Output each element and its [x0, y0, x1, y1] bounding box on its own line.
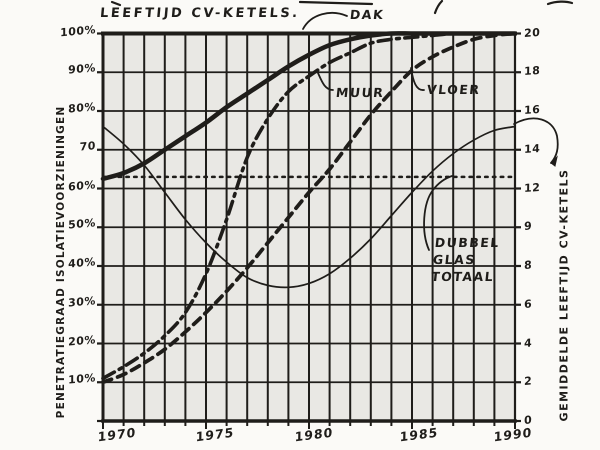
series-label-vloer: VLOER	[426, 82, 482, 97]
chart-title: LEEFTIJD CV-KETELS.	[99, 6, 301, 21]
dubbel-glas-line-2: GLAS	[432, 252, 477, 267]
dubbel-glas-line-1: DUBBEL	[433, 235, 501, 250]
curve-vloer	[101, 31, 517, 385]
axis-tick-marks	[97, 32, 521, 429]
vloer-leader-line	[410, 67, 425, 91]
right-axis-tick: 14	[523, 141, 541, 156]
right-axis-tick: 9	[523, 219, 533, 234]
right-axis-tick: 6	[523, 297, 533, 311]
series-label-dubbel-glas: DUBBEL GLAS TOTAAL	[430, 234, 500, 285]
right-axis-tick: 2	[523, 374, 533, 389]
curve-muur	[101, 31, 517, 381]
muur-leader-line	[317, 72, 334, 91]
data-curves	[100, 31, 518, 385]
right-axis-tick: 18	[523, 64, 541, 79]
right-axis-arrow	[513, 117, 559, 164]
right-axis-title: GEMIDDELDE LEEFTIJD CV-KETELS	[557, 168, 571, 422]
series-label-dak: DAK	[349, 7, 386, 22]
curve-gemiddelde-leeftijd-cv-ketels	[102, 125, 516, 289]
dak-leader-line	[302, 12, 348, 30]
scan-artifacts	[110, 0, 574, 15]
right-axis-tick: 12	[523, 180, 541, 195]
right-axis-arrowhead	[550, 155, 558, 167]
right-axis-tick: 4	[523, 335, 533, 350]
right-axis-tick: 20	[523, 25, 541, 40]
series-label-muur: MUUR	[335, 85, 386, 100]
dubbel-glas-leader-line	[423, 175, 453, 251]
right-axis-tick: 8	[523, 258, 533, 273]
right-axis-tick: 16	[523, 102, 541, 118]
dubbel-glas-line-3: TOTAAL	[430, 269, 496, 284]
